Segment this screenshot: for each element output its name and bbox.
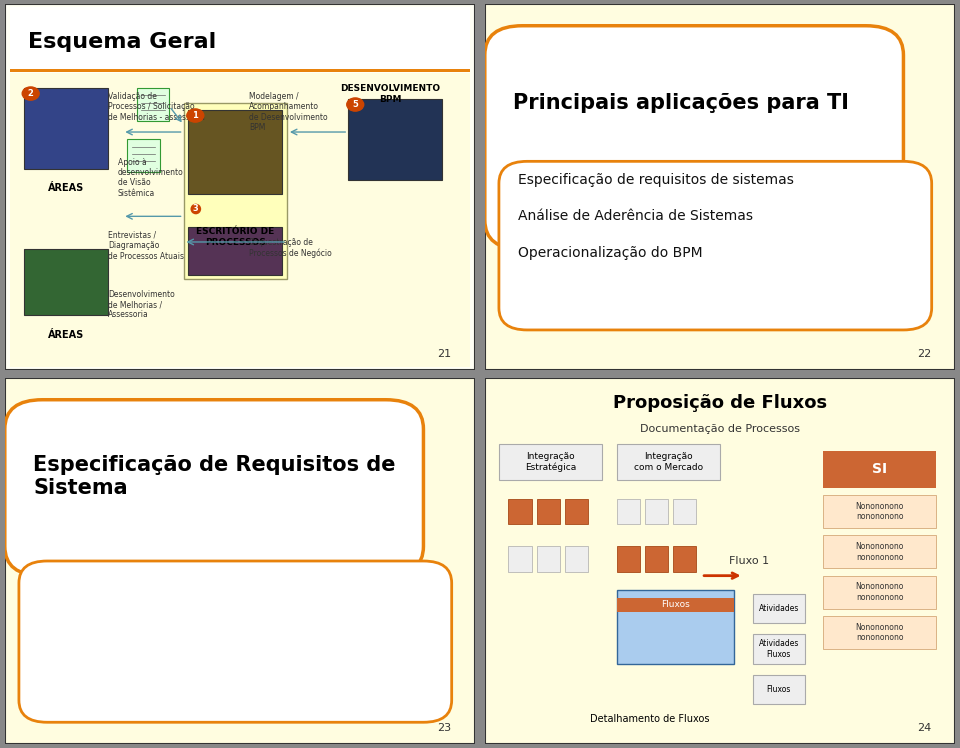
Text: Fluxo 1: Fluxo 1 [730, 556, 770, 566]
Text: Esquema Geral: Esquema Geral [29, 32, 217, 52]
FancyBboxPatch shape [485, 4, 955, 370]
Text: Modelagem /
Acompanhamento
de Desenvolvimento
BPM: Modelagem / Acompanhamento de Desenvolvi… [250, 92, 328, 132]
FancyBboxPatch shape [509, 546, 532, 572]
Text: Atividades
Fluxos: Atividades Fluxos [758, 640, 799, 659]
Text: Entrevistas /
Diagramação
de Processos Atuais: Entrevistas / Diagramação de Processos A… [108, 231, 184, 261]
FancyBboxPatch shape [24, 88, 108, 169]
FancyBboxPatch shape [136, 88, 170, 121]
Text: Principais aplicações para TI: Principais aplicações para TI [513, 93, 849, 113]
FancyBboxPatch shape [824, 576, 936, 609]
FancyBboxPatch shape [645, 546, 668, 572]
Text: Operacionalização do BPM: Operacionalização do BPM [517, 246, 703, 260]
Text: 3: 3 [193, 204, 199, 213]
FancyBboxPatch shape [485, 25, 903, 249]
FancyBboxPatch shape [616, 546, 640, 572]
FancyBboxPatch shape [753, 594, 804, 623]
Bar [10, 69, 470, 72]
Text: Proposição de Fluxos: Proposição de Fluxos [612, 394, 828, 412]
FancyBboxPatch shape [183, 102, 287, 279]
FancyBboxPatch shape [824, 451, 936, 488]
FancyBboxPatch shape [499, 162, 931, 330]
FancyBboxPatch shape [537, 546, 560, 572]
Text: ÁREAS: ÁREAS [48, 330, 84, 340]
Text: Análise de Aderência de Sistemas: Análise de Aderência de Sistemas [517, 209, 753, 224]
Text: Integração
Estratégica: Integração Estratégica [525, 452, 576, 472]
Text: ÁREAS: ÁREAS [48, 183, 84, 193]
Text: 24: 24 [918, 723, 931, 733]
FancyBboxPatch shape [5, 399, 423, 576]
FancyBboxPatch shape [485, 378, 955, 744]
Text: Atividades: Atividades [758, 604, 799, 613]
FancyBboxPatch shape [537, 499, 560, 524]
Text: 1: 1 [192, 111, 199, 120]
FancyBboxPatch shape [824, 616, 936, 649]
FancyBboxPatch shape [645, 499, 668, 524]
Circle shape [22, 87, 39, 100]
FancyBboxPatch shape [127, 139, 160, 172]
Text: ESCRITÓRIO DE
PROCESSOS: ESCRITÓRIO DE PROCESSOS [196, 227, 275, 247]
FancyBboxPatch shape [348, 99, 443, 180]
Text: Especificação de Requisitos de
Sistema: Especificação de Requisitos de Sistema [33, 455, 396, 498]
Text: Detalhamento de Fluxos: Detalhamento de Fluxos [589, 714, 709, 723]
FancyBboxPatch shape [499, 444, 603, 480]
Text: Nonononono
nonononono: Nonononono nonononono [855, 623, 904, 643]
FancyBboxPatch shape [188, 110, 282, 194]
Text: 23: 23 [438, 723, 451, 733]
FancyBboxPatch shape [753, 675, 804, 704]
Text: Orquestração de
Processos de Negócio: Orquestração de Processos de Negócio [250, 239, 332, 258]
FancyBboxPatch shape [5, 4, 475, 370]
FancyBboxPatch shape [188, 227, 282, 275]
Text: Documentação de Processos: Documentação de Processos [640, 424, 800, 434]
Text: 5: 5 [352, 100, 358, 109]
FancyBboxPatch shape [10, 73, 470, 367]
Text: DESENVOLVIMENTO
BPM: DESENVOLVIMENTO BPM [341, 85, 441, 104]
FancyBboxPatch shape [616, 590, 734, 663]
Text: Apoio à
desenvolvimento
de Visão
Sistêmica: Apoio à desenvolvimento de Visão Sistêmi… [118, 158, 183, 198]
Circle shape [347, 98, 364, 111]
Text: Desenvolvimento
de Melhorias /
Assessoria: Desenvolvimento de Melhorias / Assessori… [108, 289, 175, 319]
FancyBboxPatch shape [5, 378, 475, 744]
Text: SI: SI [873, 462, 887, 476]
Text: 22: 22 [918, 349, 931, 359]
FancyBboxPatch shape [19, 561, 451, 723]
FancyBboxPatch shape [24, 249, 108, 316]
Text: 2: 2 [28, 89, 34, 98]
Text: Validação de
Processos / Solicitação
de Melhorias - assessoria: Validação de Processos / Solicitação de … [108, 92, 205, 121]
Text: Especificação de requisitos de sistemas: Especificação de requisitos de sistemas [517, 173, 794, 187]
Text: Nonononono
nonononono: Nonononono nonononono [855, 542, 904, 562]
FancyBboxPatch shape [824, 495, 936, 528]
FancyBboxPatch shape [10, 7, 470, 70]
FancyBboxPatch shape [564, 546, 588, 572]
FancyBboxPatch shape [753, 634, 804, 663]
Text: Integração
com o Mercado: Integração com o Mercado [634, 453, 703, 472]
FancyBboxPatch shape [824, 536, 936, 568]
Text: Nonononono
nonononono: Nonononono nonononono [855, 583, 904, 602]
Text: Fluxos: Fluxos [660, 601, 689, 610]
FancyBboxPatch shape [616, 598, 734, 613]
FancyBboxPatch shape [616, 444, 720, 480]
FancyBboxPatch shape [509, 33, 837, 77]
Text: Fluxos: Fluxos [767, 684, 791, 694]
FancyBboxPatch shape [673, 546, 697, 572]
FancyBboxPatch shape [29, 407, 357, 451]
FancyBboxPatch shape [509, 499, 532, 524]
Circle shape [187, 109, 204, 122]
Text: Nonononono
nonononono: Nonononono nonononono [855, 502, 904, 521]
FancyBboxPatch shape [673, 499, 697, 524]
FancyBboxPatch shape [564, 499, 588, 524]
FancyBboxPatch shape [616, 499, 640, 524]
Text: 21: 21 [438, 349, 451, 359]
